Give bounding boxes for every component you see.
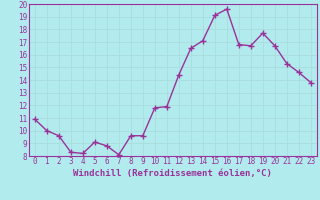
X-axis label: Windchill (Refroidissement éolien,°C): Windchill (Refroidissement éolien,°C): [73, 169, 272, 178]
